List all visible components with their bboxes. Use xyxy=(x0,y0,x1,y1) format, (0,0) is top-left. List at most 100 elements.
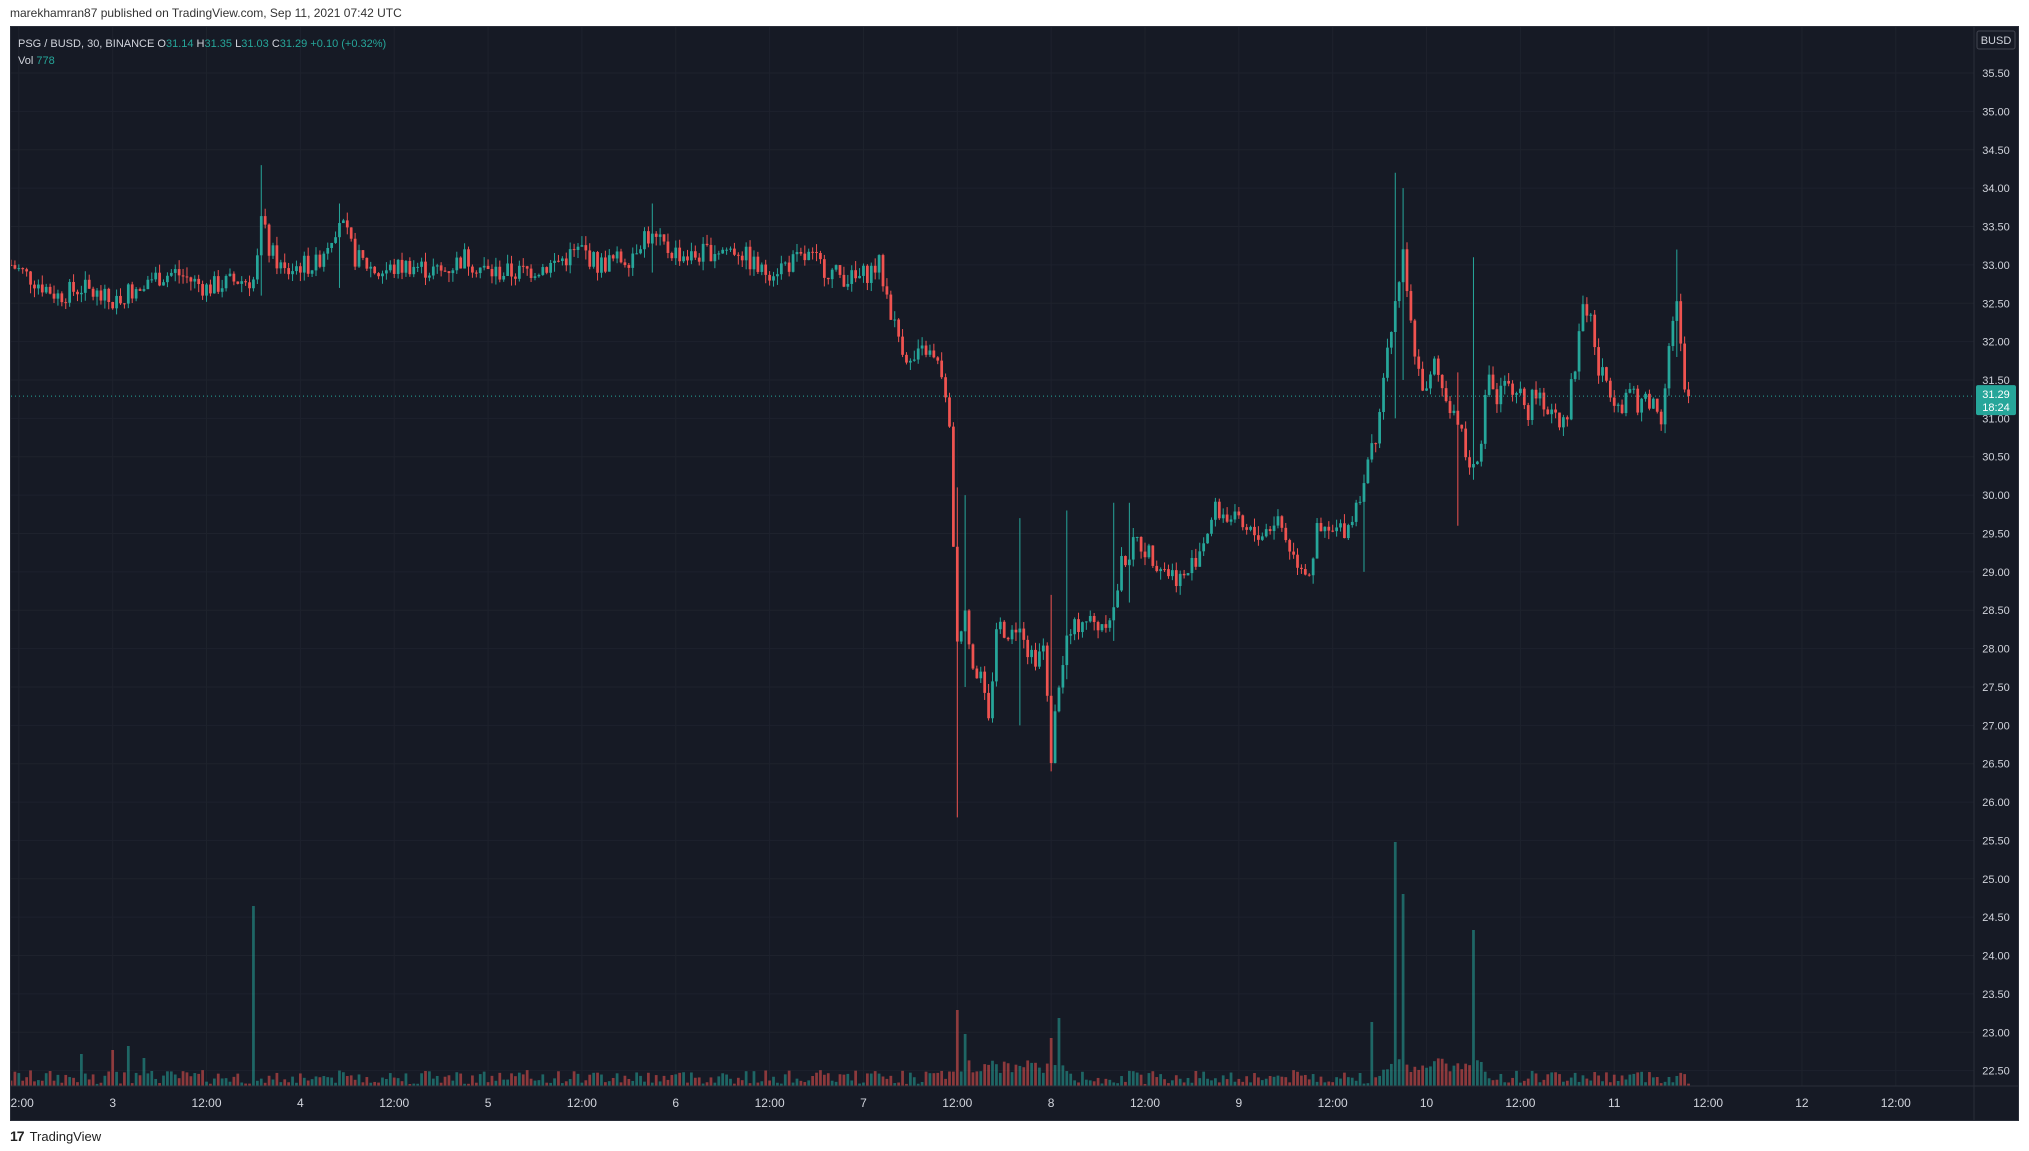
volume-bar xyxy=(952,1071,955,1086)
candle-body xyxy=(435,265,439,267)
candle-body xyxy=(564,258,568,266)
x-tick-label: 7 xyxy=(860,1096,867,1110)
volume-bar xyxy=(1472,930,1475,1086)
candle-body xyxy=(822,259,826,278)
volume-bar xyxy=(631,1080,635,1086)
candle-body xyxy=(1292,551,1295,555)
candle-body xyxy=(787,262,791,272)
volume-bar xyxy=(846,1073,850,1086)
candle-body xyxy=(1249,526,1252,530)
volume-bar xyxy=(119,1083,122,1086)
volume-bar xyxy=(345,1076,349,1086)
candle-body xyxy=(631,253,635,268)
candle-body xyxy=(1143,551,1147,558)
volume-bar xyxy=(1624,1079,1628,1086)
legend-volume-label: Vol xyxy=(18,55,34,67)
volume-bar xyxy=(776,1082,779,1086)
candle-body xyxy=(498,266,502,280)
volume-bar xyxy=(494,1080,498,1086)
y-tick-label: 23.50 xyxy=(1982,989,2010,1001)
volume-bar xyxy=(103,1075,107,1086)
volume-bar xyxy=(1225,1079,1229,1086)
tradingview-logo-icon: 17 xyxy=(10,1128,25,1144)
candle-body xyxy=(1319,523,1323,532)
candle-body xyxy=(189,277,193,282)
y-tick-label: 22.50 xyxy=(1982,1066,2010,1078)
x-tick-label: 8 xyxy=(1048,1096,1055,1110)
volume-bar xyxy=(1268,1076,1272,1086)
volume-bar xyxy=(654,1075,658,1086)
volume-bar xyxy=(322,1076,326,1086)
legend-volume: 778 xyxy=(36,55,55,67)
volume-bar xyxy=(1350,1077,1354,1086)
volume-bar xyxy=(209,1083,212,1086)
candle-body xyxy=(353,238,357,267)
volume-bar xyxy=(764,1070,768,1086)
volume-bar xyxy=(1006,1063,1010,1086)
volume-bar xyxy=(803,1082,807,1086)
candle-body xyxy=(169,272,173,276)
volume-bar xyxy=(1558,1074,1561,1086)
legend-open-label: O xyxy=(157,38,166,50)
volume-bar xyxy=(1608,1082,1612,1086)
volume-bar xyxy=(709,1077,713,1086)
volume-bar xyxy=(1041,1072,1045,1086)
volume-bar xyxy=(287,1082,291,1086)
candle-body xyxy=(1648,393,1651,409)
volume-bar xyxy=(482,1071,486,1086)
x-tick-label: 12:00 xyxy=(1130,1096,1160,1110)
candle-body xyxy=(1417,356,1421,369)
volume-bar xyxy=(1554,1072,1557,1086)
volume-bar xyxy=(920,1081,924,1086)
candle-body xyxy=(1335,527,1338,532)
tradingview-footer[interactable]: 17 TradingView xyxy=(10,1128,101,1144)
y-tick-label: 25.00 xyxy=(1982,874,2010,886)
y-tick-label: 27.50 xyxy=(1982,682,2010,694)
volume-bar xyxy=(1374,1077,1378,1086)
candle-body xyxy=(916,348,920,360)
candle-body xyxy=(76,291,79,295)
candle-body xyxy=(263,216,267,225)
y-tick-label: 24.50 xyxy=(1982,912,2010,924)
candle-body xyxy=(420,261,423,267)
volume-bar xyxy=(474,1082,478,1086)
candle-body xyxy=(1343,523,1346,539)
currency-badge-label: BUSD xyxy=(1981,35,2012,47)
volume-bar xyxy=(1386,1069,1389,1086)
y-tick-label: 25.50 xyxy=(1982,835,2010,847)
candle-body xyxy=(1034,649,1037,667)
candle-body xyxy=(658,234,662,237)
candle-body xyxy=(72,281,75,292)
axis-layer: 35.50 35.00 34.50 34.00 33.50 33.00 32.50 32.00… xyxy=(4,27,2018,1120)
candle-body xyxy=(1303,569,1307,575)
volume-bar xyxy=(647,1072,650,1086)
volume-bar xyxy=(1311,1074,1315,1086)
candle-body xyxy=(506,263,509,276)
candle-body xyxy=(619,251,623,263)
candle-body xyxy=(717,253,721,255)
volume-bar xyxy=(690,1072,693,1086)
volume-bar xyxy=(987,1064,990,1086)
candle-body xyxy=(1659,411,1663,425)
volume-bar xyxy=(330,1077,334,1086)
chart-canvas[interactable]: 35.50 35.00 34.50 34.00 33.50 33.00 32.50 32.00… xyxy=(4,27,2018,1120)
x-tick-label: 12:00 xyxy=(379,1096,409,1110)
candle-body xyxy=(1229,519,1233,522)
volume-bar xyxy=(244,1083,247,1086)
volume-bar xyxy=(342,1072,345,1086)
volume-bar xyxy=(1346,1077,1350,1086)
volume-bar xyxy=(983,1064,987,1086)
volume-bar xyxy=(267,1075,271,1086)
candle-body xyxy=(322,253,326,267)
volume-bar xyxy=(795,1078,799,1086)
candle-body xyxy=(1139,536,1143,552)
volume-bar xyxy=(865,1073,869,1086)
volume-bar xyxy=(1104,1078,1108,1086)
volume-bar xyxy=(736,1077,740,1086)
candle-body xyxy=(1503,380,1507,386)
volume-bar xyxy=(1468,1065,1471,1086)
x-tick-label: 3 xyxy=(109,1096,116,1110)
chart-frame[interactable]: 35.50 35.00 34.50 34.00 33.50 33.00 32.50 32.00… xyxy=(4,26,2019,1121)
volume-bar xyxy=(134,1072,138,1086)
volume-bar xyxy=(1593,1072,1597,1086)
